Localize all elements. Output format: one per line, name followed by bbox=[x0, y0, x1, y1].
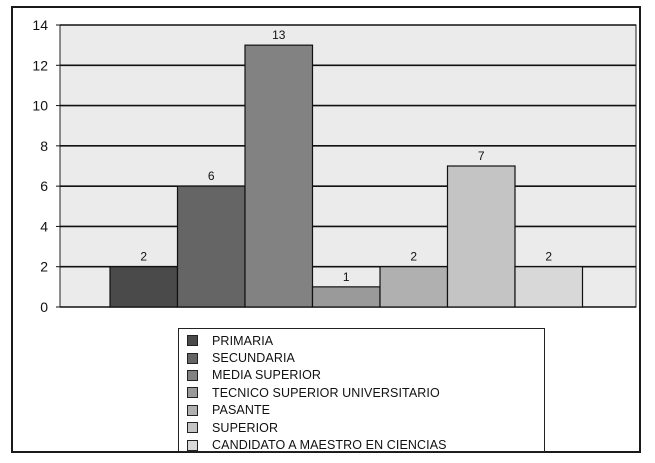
legend-label: TECNICO SUPERIOR UNIVERSITARIO bbox=[212, 385, 440, 400]
legend-item: TECNICO SUPERIOR UNIVERSITARIO bbox=[187, 384, 544, 401]
bar bbox=[311, 286, 381, 308]
legend-swatch bbox=[187, 422, 198, 434]
y-tick-label: 10 bbox=[32, 98, 48, 114]
y-tick-label: 4 bbox=[40, 218, 48, 234]
bar-data-label: 2 bbox=[410, 250, 417, 264]
bar bbox=[244, 44, 314, 308]
bar bbox=[379, 266, 449, 308]
bar-data-label: 1 bbox=[343, 270, 350, 284]
chart-frame: 0 2 4 6 8 10 12 14 2 6 13 1 2 7 2 PRIMARIA SECUNDARIA M… bbox=[11, 6, 641, 453]
bar-data-label: 2 bbox=[545, 250, 552, 264]
bar bbox=[176, 185, 246, 308]
legend-swatch bbox=[187, 387, 198, 399]
legend-label: SECUNDARIA bbox=[212, 351, 295, 366]
bar bbox=[109, 266, 179, 308]
legend-swatch bbox=[187, 369, 198, 381]
legend-swatch bbox=[187, 335, 198, 347]
legend-label: SUPERIOR bbox=[212, 420, 279, 435]
bar-data-label: 13 bbox=[272, 28, 286, 42]
bar bbox=[514, 266, 584, 308]
legend-label: CANDIDATO A MAESTRO EN CIENCIAS bbox=[212, 438, 447, 453]
bar-data-label: 7 bbox=[478, 149, 485, 163]
legend-item: SUPERIOR bbox=[187, 419, 544, 436]
y-tick-label: 8 bbox=[40, 138, 48, 154]
legend-item: CANDIDATO A MAESTRO EN CIENCIAS bbox=[187, 436, 544, 453]
legend-label: MEDIA SUPERIOR bbox=[212, 368, 322, 383]
legend-item: MEDIA SUPERIOR bbox=[187, 367, 544, 384]
legend-label: PASANTE bbox=[212, 403, 271, 418]
y-tick-label: 6 bbox=[40, 178, 48, 194]
legend-item: SECUNDARIA bbox=[187, 349, 544, 366]
y-tick-label: 14 bbox=[32, 17, 48, 33]
y-tick-label: 12 bbox=[32, 57, 48, 73]
plot-area bbox=[59, 24, 637, 308]
legend: PRIMARIA SECUNDARIA MEDIA SUPERIOR TECNICO … bbox=[178, 328, 545, 452]
y-tick-label: 2 bbox=[40, 259, 48, 275]
bar bbox=[446, 165, 516, 308]
legend-item: PRIMARIA bbox=[187, 332, 544, 349]
y-tick-label: 0 bbox=[40, 299, 48, 315]
legend-label: PRIMARIA bbox=[212, 333, 274, 348]
bar-data-label: 6 bbox=[208, 169, 215, 183]
legend-swatch bbox=[187, 439, 198, 451]
legend-item: PASANTE bbox=[187, 402, 544, 419]
bar-data-label: 2 bbox=[140, 250, 147, 264]
legend-swatch bbox=[187, 352, 198, 364]
legend-swatch bbox=[187, 404, 198, 416]
